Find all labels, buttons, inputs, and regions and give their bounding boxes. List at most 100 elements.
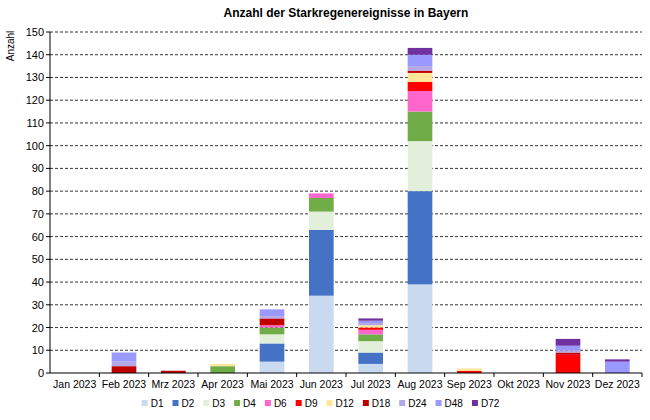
y-tick-label: 90 (32, 162, 44, 174)
bar-segment (408, 191, 433, 284)
bar-segment (556, 346, 581, 351)
legend-swatch (326, 400, 332, 406)
x-tick (494, 373, 495, 377)
bar-segment (408, 284, 433, 373)
y-tick (46, 168, 50, 169)
legend-swatch (265, 400, 271, 406)
legend-label: D2 (182, 398, 195, 409)
bar-segment (358, 328, 383, 330)
grid-line (50, 350, 642, 351)
x-tick-label: Jun 2023 (300, 378, 343, 390)
bar-segment (309, 193, 334, 194)
grid-line (50, 304, 642, 305)
x-tick-label: Aug 2023 (398, 378, 443, 390)
y-tick-label: 70 (32, 208, 44, 220)
y-tick (46, 350, 50, 351)
grid-line (50, 236, 642, 237)
legend-label: D18 (372, 398, 391, 409)
y-tick (46, 327, 50, 328)
x-tick-label: Sep 2023 (447, 378, 492, 390)
bar-segment (260, 362, 285, 373)
bar-segment (309, 193, 334, 194)
bar-segment (112, 362, 137, 367)
y-tick (46, 282, 50, 283)
bar-segment (358, 323, 383, 325)
bar-segment (309, 193, 334, 194)
grid-line (50, 327, 642, 328)
y-tick-label: 60 (32, 231, 44, 243)
bar-segment (260, 309, 285, 316)
bar-segment (457, 368, 482, 369)
legend-label: D48 (445, 398, 464, 409)
bar-segment (309, 296, 334, 373)
x-tick (642, 373, 643, 377)
y-tick-label: 150 (26, 26, 44, 38)
x-tick-label: Apr 2023 (201, 378, 244, 390)
grid-line (50, 259, 642, 260)
bars (112, 48, 630, 373)
title: Anzahl der Starkregenereignisse in Bayer… (224, 6, 469, 20)
y-tick (46, 259, 50, 260)
legend-swatch (363, 400, 369, 406)
bar-segment (358, 364, 383, 373)
bar-segment (358, 321, 383, 323)
y-tick-label: 50 (32, 253, 44, 265)
bar-segment (210, 363, 235, 364)
x-tick (346, 373, 347, 377)
x-tick (543, 373, 544, 377)
bar-segment (408, 66, 433, 71)
chart: Anzahl der Starkregenereignisse in Bayer… (0, 0, 650, 420)
bar-segment (457, 368, 482, 369)
x-tick (592, 373, 593, 377)
bar-segment (260, 343, 285, 361)
bar-segment (358, 334, 383, 341)
legend-swatch (173, 400, 179, 406)
bar-segment (358, 330, 383, 335)
bar-segment (457, 368, 482, 369)
legend-label: D72 (481, 398, 500, 409)
y-tick-label: 120 (26, 94, 44, 106)
legend-swatch (234, 400, 240, 406)
y-tick-label: 110 (26, 117, 44, 129)
bar-segment (112, 352, 137, 353)
y-tick (46, 100, 50, 101)
y-tick (46, 77, 50, 78)
x-tick-label: Mai 2023 (250, 378, 293, 390)
bar-segment (210, 363, 235, 364)
bar-segment (457, 368, 482, 369)
y-tick (46, 32, 50, 33)
bar-segment (260, 316, 285, 318)
x-tick (444, 373, 445, 377)
grid-line (50, 77, 642, 78)
legend-label: D6 (274, 398, 287, 409)
legend-swatch (399, 400, 405, 406)
legend-label: D1 (151, 398, 164, 409)
bar-segment (210, 366, 235, 373)
y-tick-label: 80 (32, 185, 44, 197)
y-tick-label: 0 (38, 367, 44, 379)
y-tick-label: 20 (32, 322, 44, 334)
legend-swatch (203, 400, 209, 406)
y-axis-label: Anzahl (5, 31, 16, 62)
y-tick-label: 30 (32, 299, 44, 311)
bar-segment (309, 193, 334, 194)
y-tick (46, 145, 50, 146)
bar-segment (408, 82, 433, 91)
legend-swatch (436, 400, 442, 406)
bar-segment (408, 91, 433, 111)
bar-segment (309, 230, 334, 296)
x-tick-label: Mrz 2023 (151, 378, 195, 390)
bar-segment (161, 370, 186, 371)
y-tick (46, 304, 50, 305)
y-tick-label: 130 (26, 71, 44, 83)
legend-label: D12 (335, 398, 354, 409)
y-axis (50, 32, 51, 373)
x-tick (395, 373, 396, 377)
bar-segment (161, 370, 186, 371)
bar-segment (309, 193, 334, 194)
y-tick (46, 373, 50, 374)
y-tick (46, 122, 50, 123)
y-tick-label: 40 (32, 276, 44, 288)
bar-segment (112, 353, 137, 362)
grid-line (50, 100, 642, 101)
